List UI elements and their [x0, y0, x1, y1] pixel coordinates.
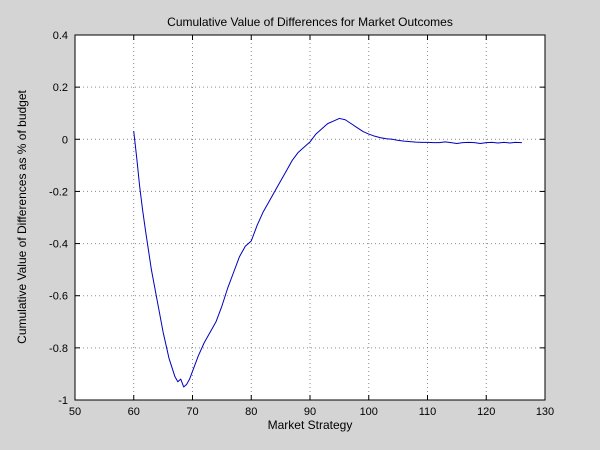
x-tick-label: 100	[360, 406, 378, 418]
y-tick-label: -1	[58, 395, 68, 407]
x-axis-label: Market Strategy	[267, 418, 353, 432]
y-tick-label: -0.8	[49, 343, 68, 355]
plot-area	[75, 35, 545, 400]
y-tick-label: -0.4	[49, 239, 68, 251]
x-tick-label: 60	[128, 406, 140, 418]
y-tick-label: 0.4	[53, 30, 68, 42]
y-axis-label: Cumulative Value of Differences as % of …	[15, 90, 29, 344]
chart-title: Cumulative Value of Differences for Mark…	[167, 15, 453, 29]
y-tick-label: 0	[62, 134, 68, 146]
x-tick-label: 130	[536, 406, 554, 418]
x-tick-label: 50	[69, 406, 81, 418]
data-line	[133, 117, 522, 388]
x-tick-label: 110	[419, 406, 437, 418]
x-tick-label: 120	[477, 406, 495, 418]
x-tick-label: 90	[304, 406, 316, 418]
y-tick-label: 0.2	[53, 82, 68, 94]
y-tick-label: -0.6	[49, 291, 68, 303]
x-tick-label: 80	[245, 406, 257, 418]
y-tick-label: -0.2	[49, 186, 68, 198]
x-tick-label: 70	[186, 406, 198, 418]
